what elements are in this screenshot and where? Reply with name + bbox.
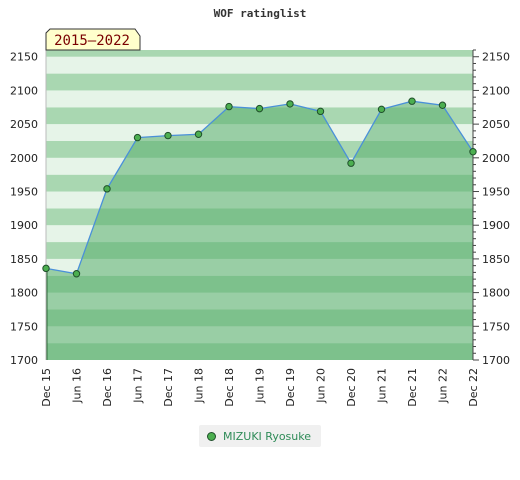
y-tick-label-right: 1850 bbox=[482, 253, 510, 266]
y-tick-label-left: 1950 bbox=[10, 186, 38, 199]
data-point[interactable] bbox=[377, 105, 386, 114]
y-tick-label-right: 2050 bbox=[482, 118, 510, 131]
background-band bbox=[46, 73, 473, 91]
y-tick-label-left: 2150 bbox=[10, 51, 38, 64]
data-point[interactable] bbox=[225, 102, 233, 111]
x-tick-label: Dec 18 bbox=[223, 368, 236, 407]
x-tick-label: Dec 17 bbox=[162, 368, 175, 407]
x-tick-label: Jun 17 bbox=[132, 368, 145, 404]
data-point[interactable] bbox=[42, 264, 50, 273]
period-badge-box bbox=[45, 28, 141, 51]
y-tick-label-right: 1900 bbox=[482, 219, 510, 232]
x-tick-label: Dec 15 bbox=[40, 368, 53, 407]
x-tick-label: Jun 18 bbox=[193, 368, 206, 404]
series-points bbox=[42, 97, 477, 278]
legend-series-name: MIZUKI Ryosuke bbox=[223, 429, 312, 443]
y-tick-label-right: 1700 bbox=[482, 354, 510, 367]
period-badge-text: 2015–2022 bbox=[54, 33, 130, 49]
data-point[interactable] bbox=[347, 159, 355, 167]
y-tick-label-left: 1700 bbox=[10, 354, 38, 367]
y-tick-label-left: 1800 bbox=[10, 287, 38, 300]
x-tick-label: Jun 19 bbox=[254, 368, 267, 404]
data-point[interactable] bbox=[194, 130, 203, 138]
data-point[interactable] bbox=[438, 101, 447, 109]
data-point[interactable] bbox=[255, 104, 264, 113]
legend[interactable]: MIZUKI Ryosuke bbox=[199, 425, 321, 447]
period-badge: 2015–2022 bbox=[45, 28, 141, 51]
y-tick-label-left: 1900 bbox=[10, 219, 38, 232]
y-tick-label-left: 1750 bbox=[10, 320, 38, 333]
data-point[interactable] bbox=[286, 100, 294, 108]
data-point[interactable] bbox=[408, 97, 416, 105]
x-tick-label: Jun 20 bbox=[315, 368, 328, 404]
y-tick-label-right: 1950 bbox=[482, 186, 510, 199]
x-tick-label: Dec 20 bbox=[345, 368, 358, 407]
data-point[interactable] bbox=[103, 185, 111, 193]
y-tick-label-right: 2000 bbox=[482, 152, 510, 165]
y-tick-label-right: 2150 bbox=[482, 51, 510, 64]
x-axis: Dec 15 Jun 16 Dec 16 Jun 17 Dec 17 Jun 18 Dec … bbox=[40, 368, 480, 407]
x-tick-label: Dec 16 bbox=[101, 368, 114, 407]
y-tick-label-left: 2000 bbox=[10, 152, 38, 165]
y-axis-left: 1700 1750 1800 1850 1900 1950 2000 2050 2100 2150 bbox=[10, 51, 38, 367]
y-tick-label-left: 2050 bbox=[10, 118, 38, 131]
x-tick-label: Dec 22 bbox=[467, 368, 480, 407]
y-tick-label-left: 1850 bbox=[10, 253, 38, 266]
series-area-fill bbox=[46, 101, 473, 360]
y-axis-right: 1700 1750 1800 1850 1900 1950 2000 2050 2100 2150 bbox=[473, 49, 510, 367]
data-point[interactable] bbox=[164, 131, 172, 140]
data-point[interactable] bbox=[316, 107, 325, 116]
data-point[interactable] bbox=[133, 133, 142, 142]
y-tick-label-right: 2100 bbox=[482, 84, 510, 97]
y-tick-label-right: 1800 bbox=[482, 287, 510, 300]
x-tick-label: Jun 22 bbox=[437, 368, 450, 404]
x-tick-label: Jun 21 bbox=[376, 368, 389, 404]
background-band bbox=[46, 90, 473, 108]
legend-marker-icon bbox=[207, 431, 216, 441]
x-tick-label: Dec 19 bbox=[284, 368, 297, 407]
x-tick-label: Dec 21 bbox=[406, 368, 419, 407]
background-band bbox=[46, 50, 473, 57]
data-point[interactable] bbox=[72, 270, 81, 278]
data-point[interactable] bbox=[469, 148, 477, 156]
y-tick-label-left: 2100 bbox=[10, 84, 38, 97]
chart-title: WOF ratinglist bbox=[214, 7, 307, 20]
y-tick-label-right: 1750 bbox=[482, 320, 510, 333]
x-tick-label: Jun 16 bbox=[71, 368, 84, 404]
background-band bbox=[46, 56, 473, 74]
